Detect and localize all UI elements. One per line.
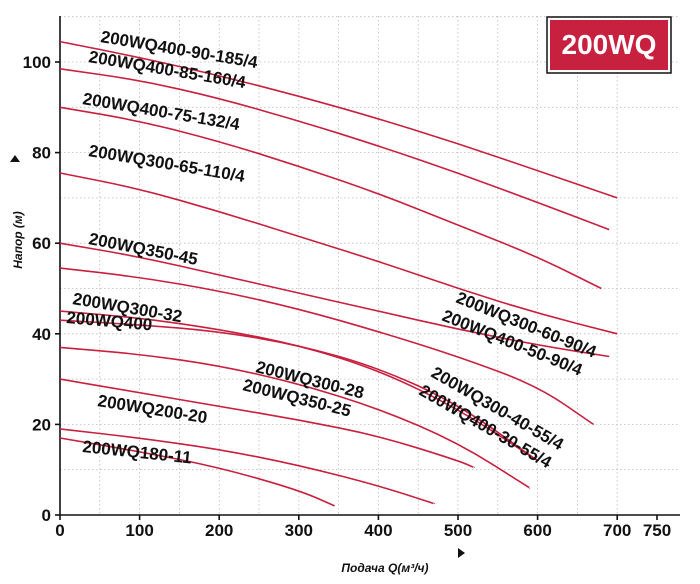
curve-label-200WQ180-11: 200WQ180-11 (82, 437, 193, 467)
x-tick-label-0: 0 (55, 521, 64, 540)
series-line-200WQ400-75-132/4 (59, 106, 602, 290)
series-line-200WQ200-20 (59, 437, 335, 507)
x-tick-label-600: 600 (523, 521, 551, 540)
axes: 0 100 200 300 400 500 600 700 750 0 20 40 60 80 100 Под… (10, 16, 680, 575)
x-tick-label-200: 200 (205, 521, 233, 540)
y-tick-label-80: 80 (32, 144, 51, 163)
x-tick-label-750: 750 (643, 521, 671, 540)
series-line-200WQ300-60-90/4 (59, 242, 610, 358)
x-tick-label-500: 500 (444, 521, 472, 540)
series-line-200WQ400-90-185/4 (59, 40, 618, 199)
y-tick-label-60: 60 (32, 234, 51, 253)
x-tick-label-300: 300 (285, 521, 313, 540)
series-line-200WQ300-65-110/4 (59, 172, 618, 335)
grid (60, 16, 680, 515)
x-axis-arrow-icon (458, 548, 465, 558)
series-line-200WQ400-30-55/4 (59, 346, 531, 489)
curve-label-200WQ350-45: 200WQ350-45 (87, 229, 199, 269)
y-tick-label-20: 20 (32, 415, 51, 434)
series-line-200WQ400-85-160/4 (59, 68, 610, 231)
y-tick-label-0: 0 (42, 506, 51, 525)
series-line-200WQ300-40-55/4 (59, 319, 539, 462)
curve-label-200WQ300-65-110/4: 200WQ300-65-110/4 (87, 141, 246, 186)
x-axis-title: Подача Q(м³/ч) (341, 561, 428, 575)
series-line-200WQ300-28 (59, 378, 475, 469)
x-tick-label-700: 700 (603, 521, 631, 540)
y-axis-arrow-icon (10, 155, 20, 162)
curve-label-200WQ200-20: 200WQ200-20 (96, 391, 208, 427)
series-line-200WQ400-50-90/4 (59, 267, 595, 426)
y-tick-label-40: 40 (32, 325, 51, 344)
y-axis-title: Напор (м) (11, 211, 25, 269)
badge-label: 200WQ (562, 29, 657, 60)
y-tick-label-100: 100 (23, 53, 51, 72)
x-tick-label-100: 100 (125, 521, 153, 540)
badge-border (546, 16, 672, 74)
series-line-200WQ350-25 (59, 428, 435, 505)
x-tick-label-400: 400 (364, 521, 392, 540)
badge-background (548, 18, 670, 72)
model-badge: 200WQ (546, 16, 672, 74)
series-lines (59, 40, 618, 507)
